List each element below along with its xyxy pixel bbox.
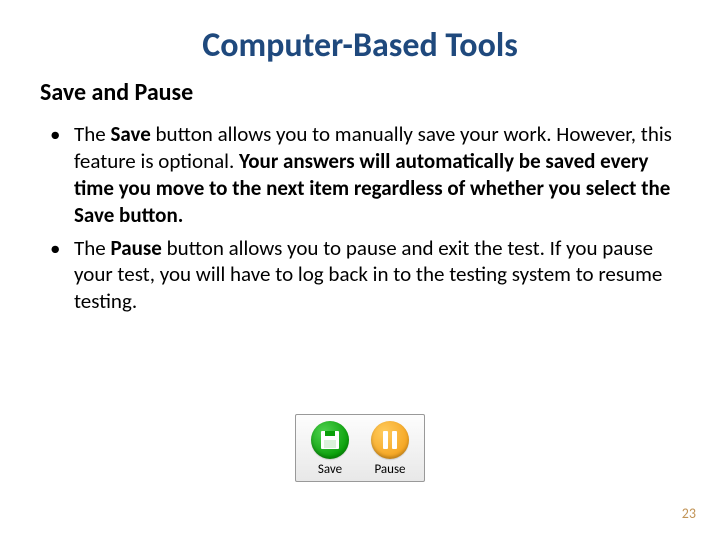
save-icon [311,421,349,459]
bullet-list: The Save button allows you to manually s… [40,121,680,315]
page-number: 23 [682,505,696,522]
bullet-text: The [74,121,110,147]
save-label: Save [318,462,342,477]
save-button[interactable]: Save [304,421,356,477]
bullet-item: The Pause button allows you to pause and… [68,235,680,316]
bullet-text: The [74,235,110,261]
toolbar: Save Pause [295,414,425,482]
pause-label: Pause [374,462,405,477]
slide-subtitle: Save and Pause [40,78,680,107]
slide-title: Computer-Based Tools [40,25,680,66]
floppy-icon [321,431,339,449]
bullet-text: button allows you to pause and exit the … [74,235,662,315]
pause-icon [371,421,409,459]
pause-bars-icon [383,431,397,449]
pause-button[interactable]: Pause [364,421,416,477]
bullet-item: The Save button allows you to manually s… [68,121,680,229]
bullet-bold: Pause [110,235,161,261]
bullet-bold: Save [110,121,150,147]
